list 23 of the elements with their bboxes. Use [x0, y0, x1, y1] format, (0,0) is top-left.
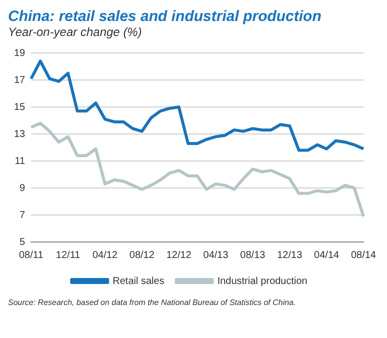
y-tick-label: 13: [14, 128, 26, 140]
legend-label: Industrial production: [217, 276, 308, 287]
x-tick-label: 08/14: [350, 250, 376, 261]
y-tick-label: 19: [14, 48, 26, 59]
y-tick-label: 9: [20, 182, 26, 194]
y-tick-label: 11: [14, 156, 26, 167]
x-tick-label: 04/12: [92, 250, 118, 261]
y-tick-label: 5: [20, 236, 26, 248]
legend-label: Retail sales: [112, 276, 164, 287]
source-note: Source: Research, based on data from the National Bureau of Statistics of China.: [8, 298, 297, 307]
chart-subtitle: Year-on-year change (%): [8, 25, 143, 39]
x-tick-label: 08/11: [18, 250, 44, 261]
y-tick-label: 7: [20, 210, 26, 221]
x-tick-label: 08/12: [129, 250, 155, 261]
x-tick-label: 08/13: [240, 250, 266, 261]
x-tick-label: 12/13: [277, 250, 303, 261]
y-tick-label: 15: [14, 102, 26, 113]
y-tick-label: 17: [14, 74, 26, 86]
x-tick-label: 04/13: [203, 250, 229, 261]
x-tick-label: 04/14: [314, 250, 340, 261]
x-tick-label: 12/12: [166, 250, 192, 261]
x-tick-label: 12/11: [56, 250, 81, 261]
chart-title: China: retail sales and industrial production: [8, 8, 322, 25]
